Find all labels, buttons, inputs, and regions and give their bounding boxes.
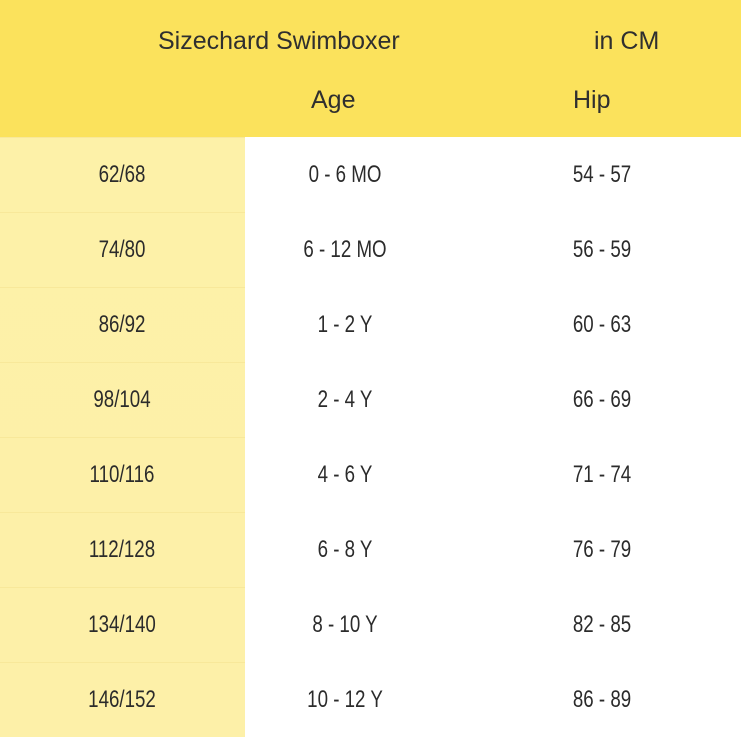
hip-cell: 56 - 59 bbox=[572, 236, 632, 263]
hip-cell: 82 - 85 bbox=[572, 611, 632, 638]
hip-cell: 66 - 69 bbox=[572, 386, 632, 413]
hip-cell: 76 - 79 bbox=[572, 536, 632, 563]
row-divider bbox=[0, 662, 245, 663]
row-divider bbox=[0, 512, 245, 513]
size-cell: 86/92 bbox=[98, 311, 146, 338]
size-cell: 134/140 bbox=[88, 611, 156, 638]
age-cell: 6 - 8 Y bbox=[317, 536, 373, 563]
column-header-hip: Hip bbox=[573, 86, 611, 114]
age-cell: 6 - 12 MO bbox=[303, 236, 387, 263]
table-row: 86/92 1 - 2 Y 60 - 63 bbox=[0, 287, 741, 362]
unit-label: in CM bbox=[594, 27, 660, 55]
age-cell: 2 - 4 Y bbox=[317, 386, 373, 413]
size-cell: 74/80 bbox=[98, 236, 146, 263]
row-divider bbox=[0, 137, 245, 138]
hip-cell: 71 - 74 bbox=[572, 461, 632, 488]
hip-cell: 54 - 57 bbox=[572, 161, 632, 188]
column-header-age: Age bbox=[311, 86, 356, 114]
age-cell: 0 - 6 MO bbox=[308, 161, 382, 188]
table-row: 146/152 10 - 12 Y 86 - 89 bbox=[0, 662, 741, 737]
size-cell: 112/128 bbox=[88, 536, 156, 563]
table-row: 62/68 0 - 6 MO 54 - 57 bbox=[0, 137, 741, 212]
hip-cell: 86 - 89 bbox=[572, 686, 632, 713]
age-cell: 4 - 6 Y bbox=[317, 461, 373, 488]
row-divider bbox=[0, 587, 245, 588]
chart-title: Sizechard Swimboxer bbox=[158, 27, 400, 55]
size-cell: 98/104 bbox=[93, 386, 151, 413]
table-row: 74/80 6 - 12 MO 56 - 59 bbox=[0, 212, 741, 287]
table-row: 134/140 8 - 10 Y 82 - 85 bbox=[0, 587, 741, 662]
size-cell: 110/116 bbox=[89, 461, 155, 488]
row-divider bbox=[0, 287, 245, 288]
table-header: Sizechard Swimboxer in CM Age Hip bbox=[0, 0, 741, 137]
age-cell: 1 - 2 Y bbox=[317, 311, 373, 338]
table-row: 98/104 2 - 4 Y 66 - 69 bbox=[0, 362, 741, 437]
row-divider bbox=[0, 212, 245, 213]
row-divider bbox=[0, 437, 245, 438]
table-row: 112/128 6 - 8 Y 76 - 79 bbox=[0, 512, 741, 587]
age-cell: 10 - 12 Y bbox=[307, 686, 383, 713]
row-divider bbox=[0, 362, 245, 363]
size-cell: 62/68 bbox=[98, 161, 146, 188]
size-cell: 146/152 bbox=[88, 686, 156, 713]
table-row: 110/116 4 - 6 Y 71 - 74 bbox=[0, 437, 741, 512]
age-cell: 8 - 10 Y bbox=[312, 611, 378, 638]
hip-cell: 60 - 63 bbox=[572, 311, 632, 338]
